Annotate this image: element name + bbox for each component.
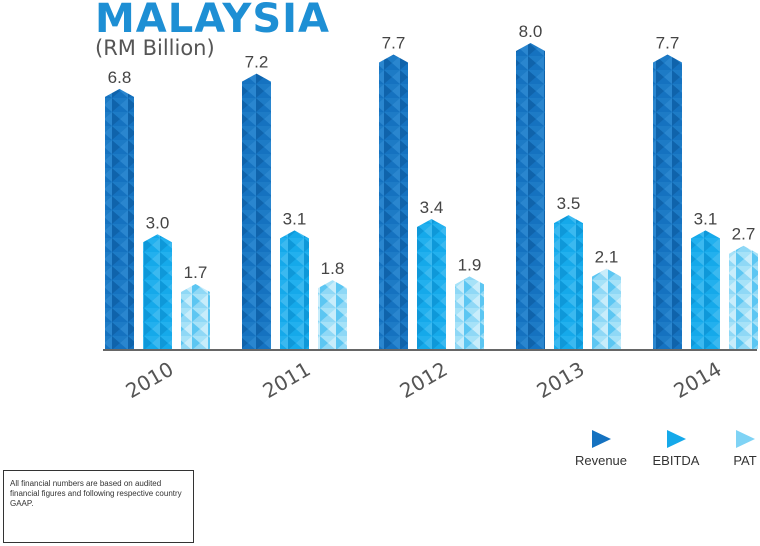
bar-pat-2010 xyxy=(181,283,210,349)
bar-pat-2013 xyxy=(592,268,621,349)
data-label-pat-2013: 2.1 xyxy=(595,248,619,267)
bar-ebitda-2014 xyxy=(691,230,720,349)
bar-revenue-2013 xyxy=(516,43,545,349)
bar-ebitda-2013 xyxy=(554,215,583,349)
x-tick-label-2013: 2013 xyxy=(532,357,588,403)
chart-title: MALAYSIA xyxy=(95,0,330,42)
data-label-ebitda-2011: 3.1 xyxy=(283,209,307,228)
bar-ebitda-2010 xyxy=(143,234,172,349)
data-label-revenue-2013: 8.0 xyxy=(519,22,543,41)
legend-label-ebitda: EBITDA xyxy=(653,453,700,468)
data-label-ebitda-2014: 3.1 xyxy=(694,209,718,228)
data-label-revenue-2010: 6.8 xyxy=(108,68,132,87)
data-label-pat-2011: 1.8 xyxy=(321,259,345,278)
x-tick-label-2010: 2010 xyxy=(121,357,177,403)
data-label-ebitda-2012: 3.4 xyxy=(420,198,444,217)
x-tick-label-2012: 2012 xyxy=(395,357,451,403)
bar-ebitda-2012 xyxy=(417,218,446,349)
data-label-ebitda-2010: 3.0 xyxy=(146,213,170,232)
bar-pat-2011 xyxy=(318,280,347,349)
bar-pat-2014 xyxy=(729,245,758,349)
bar-pat-2012 xyxy=(455,276,484,349)
bar-revenue-2014 xyxy=(653,54,682,349)
bar-ebitda-2011 xyxy=(280,230,309,349)
bar-revenue-2011 xyxy=(242,73,271,349)
data-label-pat-2010: 1.7 xyxy=(184,263,208,282)
legend-label-revenue: Revenue xyxy=(575,453,627,468)
footnote: All financial numbers are based on audit… xyxy=(3,470,194,543)
legend-marker-revenue xyxy=(592,430,611,448)
legend-marker-ebitda xyxy=(667,430,686,448)
data-label-revenue-2014: 7.7 xyxy=(656,33,680,52)
chart-subtitle: (RM Billion) xyxy=(95,36,215,60)
x-tick-label-2011: 2011 xyxy=(258,357,314,403)
legend-marker-pat xyxy=(736,430,755,448)
data-label-revenue-2011: 7.2 xyxy=(245,53,269,72)
bar-revenue-2012 xyxy=(379,54,408,349)
x-tick-label-2014: 2014 xyxy=(669,357,725,403)
bar-revenue-2010 xyxy=(105,88,134,350)
data-label-ebitda-2013: 3.5 xyxy=(557,194,581,213)
data-label-pat-2012: 1.9 xyxy=(458,255,482,274)
data-label-revenue-2012: 7.7 xyxy=(382,33,406,52)
legend-label-pat: PAT xyxy=(733,453,756,468)
data-label-pat-2014: 2.7 xyxy=(732,225,756,244)
